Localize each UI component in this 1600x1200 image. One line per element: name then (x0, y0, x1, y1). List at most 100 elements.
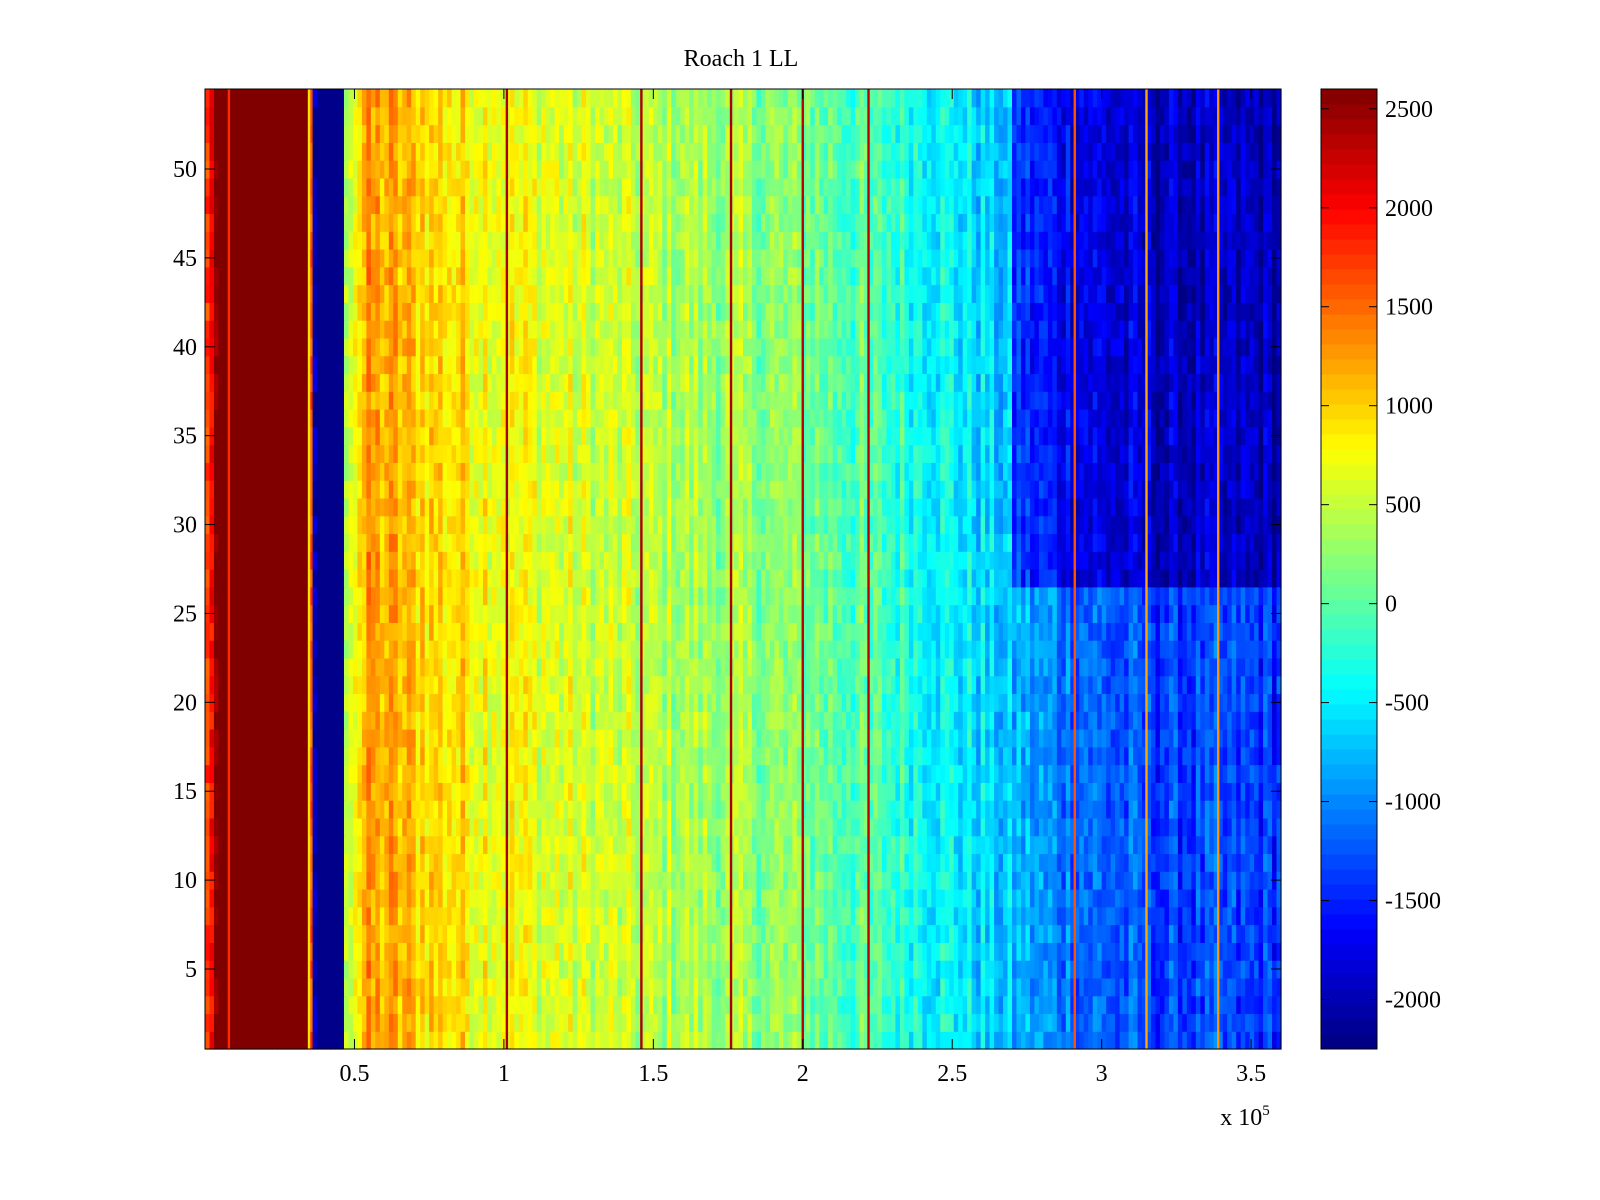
heatmap-cell (1137, 729, 1143, 748)
heatmap-cell (994, 675, 1000, 695)
heatmap-cell (935, 835, 941, 855)
heatmap-cell (523, 1031, 529, 1050)
heatmap-cell (671, 675, 677, 695)
heatmap-cell (1043, 889, 1049, 908)
heatmap-cell (303, 817, 309, 837)
heatmap-cell (1128, 995, 1134, 1015)
heatmap-cell (922, 782, 928, 801)
heatmap-cell (1133, 746, 1139, 766)
heatmap-cell (837, 889, 843, 908)
heatmap-cell (967, 995, 973, 1015)
heatmap-cell (1164, 871, 1170, 890)
heatmap-cell (792, 960, 798, 979)
heatmap-cell (675, 711, 681, 730)
heatmap-cell (1177, 960, 1183, 979)
heatmap-cell (299, 764, 305, 783)
heatmap-cell (720, 764, 726, 783)
heatmap-cell (1012, 977, 1018, 997)
heatmap-cell (595, 889, 601, 908)
heatmap-cell (841, 746, 847, 766)
heatmap-cell (648, 853, 654, 872)
heatmap-cell (868, 889, 874, 908)
heatmap-cell (370, 729, 376, 748)
heatmap-cell (837, 1013, 843, 1032)
heatmap-cell (868, 729, 874, 748)
heatmap-cell (612, 977, 619, 997)
heatmap-cell (245, 1031, 251, 1050)
heatmap-cell (922, 995, 928, 1015)
heatmap-cell (545, 746, 551, 766)
heatmap-cell (254, 711, 260, 730)
heatmap-cell (976, 782, 982, 801)
heatmap-cell (1177, 693, 1183, 712)
heatmap-cell (1186, 871, 1192, 890)
heatmap-cell (1016, 924, 1022, 943)
heatmap-cell (653, 693, 659, 712)
heatmap-cell (1034, 835, 1040, 855)
heatmap-cell (657, 942, 663, 961)
heatmap-cell (393, 960, 399, 979)
heatmap-cell (908, 995, 914, 1015)
heatmap-cell (792, 871, 798, 890)
heatmap-cell (415, 800, 421, 819)
heatmap-cell (541, 924, 547, 943)
heatmap-cell (536, 1013, 542, 1032)
heatmap-cell (1146, 906, 1152, 926)
heatmap-cell (828, 906, 834, 926)
heatmap-cell (1209, 729, 1215, 748)
heatmap-cell (406, 960, 412, 979)
heatmap-cell (254, 693, 260, 712)
heatmap-cell (1245, 977, 1251, 997)
heatmap-cell (402, 729, 408, 748)
heatmap-cell (967, 906, 973, 926)
heatmap-cell (814, 924, 820, 943)
heatmap-cell (577, 889, 583, 908)
heatmap-cell (240, 1013, 246, 1032)
heatmap-cell (586, 906, 592, 926)
heatmap-cell (787, 995, 793, 1015)
heatmap-cell (617, 1013, 623, 1032)
heatmap-cell (1204, 960, 1210, 979)
heatmap-cell (294, 995, 300, 1015)
heatmap-cell (299, 924, 305, 943)
heatmap-cell (541, 889, 547, 908)
heatmap-cell (308, 906, 314, 926)
heatmap-cell (832, 711, 838, 730)
heatmap-cell (420, 977, 426, 997)
heatmap-cell (796, 746, 802, 766)
heatmap-cell (1038, 906, 1044, 926)
heatmap-cell (312, 693, 318, 712)
heatmap-cell (612, 1031, 619, 1050)
heatmap-cell (330, 1031, 336, 1050)
heatmap-cell (1047, 853, 1053, 872)
heatmap-cell (577, 924, 583, 943)
heatmap-cell (1038, 1013, 1044, 1032)
heatmap-cell (958, 1013, 964, 1032)
heatmap-cell (1092, 711, 1098, 730)
heatmap-cell (1079, 675, 1085, 695)
heatmap-cell (496, 782, 502, 801)
heatmap-cell (873, 729, 879, 748)
heatmap-cell (267, 729, 273, 748)
heatmap-cell (1267, 977, 1273, 997)
heatmap-cell (899, 853, 905, 872)
heatmap-cell (447, 711, 453, 730)
heatmap-cell (572, 746, 578, 766)
heatmap-cell (774, 746, 780, 766)
heatmap-cell (778, 1031, 784, 1050)
heatmap-cell (1263, 942, 1269, 961)
heatmap-cell (379, 906, 385, 926)
heatmap-cell (276, 853, 282, 872)
heatmap-cell (684, 782, 690, 801)
heatmap-cell (559, 817, 565, 837)
heatmap-cell (532, 977, 538, 997)
heatmap-cell (276, 800, 282, 819)
heatmap-cell (1168, 1013, 1174, 1032)
heatmap-cell (1012, 746, 1018, 766)
heatmap-cell (348, 835, 354, 855)
heatmap-cell (550, 817, 556, 837)
heatmap-cell (303, 889, 309, 908)
heatmap-cell (1083, 889, 1089, 908)
heatmap-cell (572, 871, 578, 890)
heatmap-cell (684, 960, 690, 979)
